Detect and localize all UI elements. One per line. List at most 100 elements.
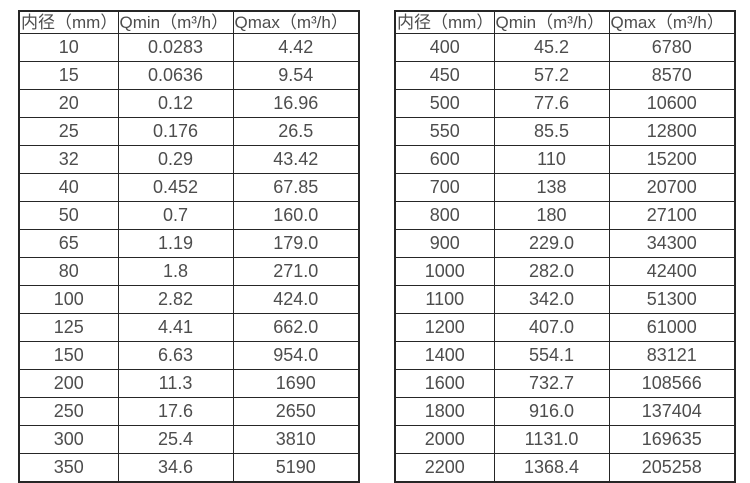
qmax-cell: 9.54 (232, 61, 360, 90)
table-row: 1600 732.7 108566 (394, 369, 736, 398)
qmax-cell: 6780 (608, 33, 736, 62)
table-row: 2200 1368.4 205258 (394, 453, 736, 483)
qmax-column-header: Qmax（m³/h） (608, 10, 736, 34)
qmax-cell: 205258 (608, 453, 736, 483)
qmax-cell: 169635 (608, 425, 736, 454)
qmin-cell: 0.0636 (117, 61, 234, 90)
qmax-cell: 15200 (608, 145, 736, 174)
diameter-cell: 400 (394, 33, 495, 62)
qmin-cell: 0.0283 (117, 33, 234, 62)
flow-table-large-diameters: 内径（mm） Qmin（m³/h） Qmax（m³/h） 400 45.2 6780 450… (394, 10, 736, 483)
diameter-cell: 350 (18, 453, 119, 483)
header-row: 内径（mm） Qmin（m³/h） Qmax（m³/h） (394, 10, 736, 34)
table-row: 100 2.82 424.0 (18, 285, 360, 314)
qmin-cell: 17.6 (117, 397, 234, 426)
diameter-cell: 250 (18, 397, 119, 426)
diameter-cell: 2000 (394, 425, 495, 454)
qmax-cell: 4.42 (232, 33, 360, 62)
qmax-cell: 12800 (608, 117, 736, 146)
qmax-cell: 3810 (232, 425, 360, 454)
qmax-cell: 662.0 (232, 313, 360, 342)
qmin-cell: 180 (493, 201, 610, 230)
diameter-cell: 900 (394, 229, 495, 258)
table-row: 20 0.12 16.96 (18, 89, 360, 118)
qmax-cell: 160.0 (232, 201, 360, 230)
table-row: 500 77.6 10600 (394, 89, 736, 118)
table-row: 1400 554.1 83121 (394, 341, 736, 370)
diameter-cell: 1600 (394, 369, 495, 398)
diameter-cell: 40 (18, 173, 119, 202)
qmin-cell: 11.3 (117, 369, 234, 398)
qmax-cell: 1690 (232, 369, 360, 398)
qmax-cell: 42400 (608, 257, 736, 286)
table-row: 10 0.0283 4.42 (18, 33, 360, 62)
qmin-cell: 282.0 (493, 257, 610, 286)
diameter-cell: 32 (18, 145, 119, 174)
qmin-cell: 57.2 (493, 61, 610, 90)
table-row: 600 110 15200 (394, 145, 736, 174)
table-row: 1800 916.0 137404 (394, 397, 736, 426)
qmin-cell: 342.0 (493, 285, 610, 314)
table-row: 50 0.7 160.0 (18, 201, 360, 230)
table-row: 300 25.4 3810 (18, 425, 360, 454)
qmax-column-header: Qmax（m³/h） (232, 10, 360, 34)
qmax-cell: 179.0 (232, 229, 360, 258)
diameter-cell: 25 (18, 117, 119, 146)
table-row: 1100 342.0 51300 (394, 285, 736, 314)
qmin-cell: 916.0 (493, 397, 610, 426)
qmin-cell: 1.8 (117, 257, 234, 286)
diameter-cell: 10 (18, 33, 119, 62)
qmin-column-header: Qmin（m³/h） (117, 10, 234, 34)
table-row: 450 57.2 8570 (394, 61, 736, 90)
table-row: 550 85.5 12800 (394, 117, 736, 146)
table-row: 700 138 20700 (394, 173, 736, 202)
qmin-cell: 732.7 (493, 369, 610, 398)
diameter-cell: 65 (18, 229, 119, 258)
qmin-cell: 6.63 (117, 341, 234, 370)
qmax-cell: 67.85 (232, 173, 360, 202)
qmax-cell: 61000 (608, 313, 736, 342)
table-row: 1200 407.0 61000 (394, 313, 736, 342)
qmax-cell: 43.42 (232, 145, 360, 174)
diameter-cell: 200 (18, 369, 119, 398)
table-row: 2000 1131.0 169635 (394, 425, 736, 454)
qmax-cell: 424.0 (232, 285, 360, 314)
diameter-cell: 100 (18, 285, 119, 314)
qmin-cell: 1131.0 (493, 425, 610, 454)
qmin-cell: 407.0 (493, 313, 610, 342)
diameter-cell: 1400 (394, 341, 495, 370)
diameter-cell: 1000 (394, 257, 495, 286)
qmin-cell: 229.0 (493, 229, 610, 258)
table-row: 900 229.0 34300 (394, 229, 736, 258)
diameter-cell: 150 (18, 341, 119, 370)
diameter-cell: 550 (394, 117, 495, 146)
diameter-cell: 700 (394, 173, 495, 202)
flow-table-small-diameters: 内径（mm） Qmin（m³/h） Qmax（m³/h） 10 0.0283 4.42 15… (18, 10, 360, 483)
qmin-cell: 85.5 (493, 117, 610, 146)
qmax-cell: 108566 (608, 369, 736, 398)
qmin-cell: 0.176 (117, 117, 234, 146)
diameter-column-header: 内径（mm） (18, 10, 119, 34)
table-row: 80 1.8 271.0 (18, 257, 360, 286)
qmin-cell: 25.4 (117, 425, 234, 454)
table-row: 250 17.6 2650 (18, 397, 360, 426)
qmax-cell: 27100 (608, 201, 736, 230)
diameter-cell: 80 (18, 257, 119, 286)
diameter-cell: 50 (18, 201, 119, 230)
diameter-cell: 1800 (394, 397, 495, 426)
table-row: 125 4.41 662.0 (18, 313, 360, 342)
qmax-cell: 10600 (608, 89, 736, 118)
qmin-cell: 0.452 (117, 173, 234, 202)
table-row: 800 180 27100 (394, 201, 736, 230)
qmin-column-header: Qmin（m³/h） (493, 10, 610, 34)
table-row: 200 11.3 1690 (18, 369, 360, 398)
qmin-cell: 45.2 (493, 33, 610, 62)
qmin-cell: 77.6 (493, 89, 610, 118)
header-row: 内径（mm） Qmin（m³/h） Qmax（m³/h） (18, 10, 360, 34)
table-row: 350 34.6 5190 (18, 453, 360, 483)
qmax-cell: 16.96 (232, 89, 360, 118)
qmin-cell: 0.12 (117, 89, 234, 118)
qmin-cell: 1.19 (117, 229, 234, 258)
qmin-cell: 0.7 (117, 201, 234, 230)
